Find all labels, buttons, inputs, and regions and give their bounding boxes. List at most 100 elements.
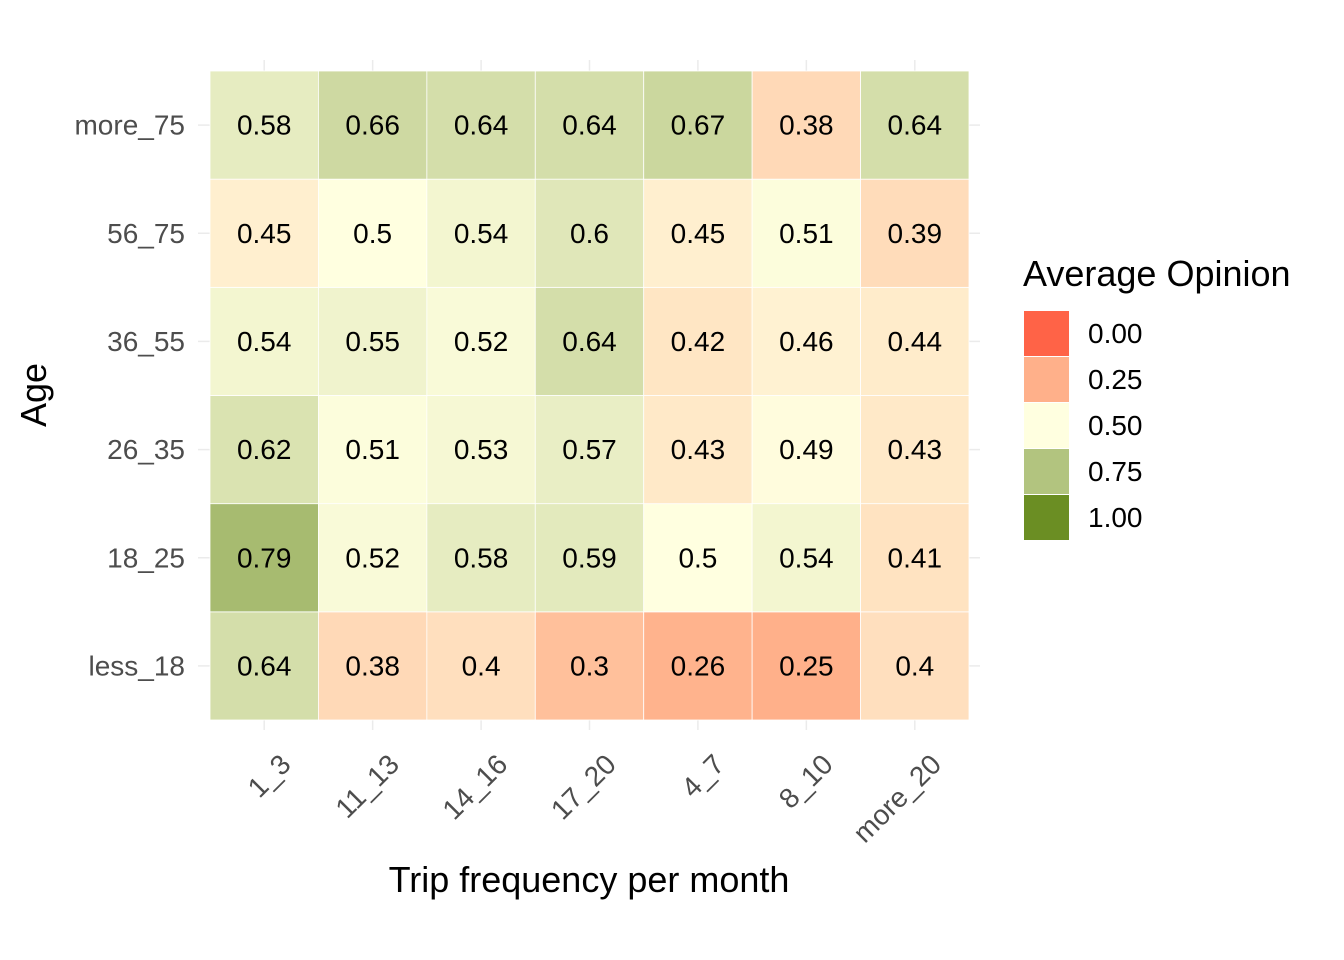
legend: Average Opinion 0.00 0.25 0.50 0.75 1.00 — [1023, 253, 1291, 540]
legend-items: 0.00 0.25 0.50 0.75 1.00 — [1024, 311, 1143, 540]
heatmap-cell — [318, 503, 428, 613]
heatmap-cell — [860, 178, 970, 288]
legend-label: 0.50 — [1088, 410, 1143, 441]
x-tick-label: more_20 — [847, 748, 947, 848]
cell-value-label: 0.43 — [888, 434, 943, 465]
y-tick-label: 26_35 — [107, 434, 185, 465]
heatmap-cell — [643, 611, 753, 721]
cell-value-label: 0.4 — [462, 650, 501, 681]
cell-value-label: 0.64 — [454, 110, 509, 141]
x-tick-label: 8_10 — [773, 748, 839, 814]
heatmap-cell — [209, 70, 319, 180]
cell-value-label: 0.52 — [345, 542, 400, 573]
cell-value-label: 0.44 — [888, 326, 943, 357]
cell-value-label: 0.49 — [779, 434, 834, 465]
heatmap-cell — [318, 70, 428, 180]
cell-value-label: 0.79 — [237, 542, 292, 573]
y-tick-label: less_18 — [88, 650, 185, 681]
heatmap-cell — [643, 70, 753, 180]
legend-key — [1024, 495, 1069, 540]
cell-value-label: 0.64 — [888, 110, 943, 141]
cell-value-label: 0.51 — [779, 218, 834, 249]
cell-value-label: 0.57 — [562, 434, 617, 465]
heatmap-cells — [209, 70, 970, 721]
cell-value-label: 0.67 — [671, 110, 726, 141]
heatmap-cell — [426, 70, 536, 180]
cell-value-label: 0.58 — [454, 542, 509, 573]
x-tick-label: 14_16 — [436, 748, 513, 825]
heatmap-cell — [860, 70, 970, 180]
cell-value-label: 0.62 — [237, 434, 292, 465]
cell-value-labels: 0.64 0.38 0.4 0.3 0.26 0.25 0.4 0.79 0.52 0.58 0.5… — [237, 110, 942, 682]
cell-value-label: 0.42 — [671, 326, 726, 357]
cell-value-label: 0.64 — [237, 650, 292, 681]
cell-value-label: 0.41 — [888, 542, 943, 573]
legend-label: 0.00 — [1088, 318, 1143, 349]
heatmap-cell — [209, 395, 319, 505]
cell-value-label: 0.3 — [570, 650, 609, 681]
cell-value-label: 0.52 — [454, 326, 509, 357]
heatmap-cell — [426, 503, 536, 613]
cell-value-label: 0.26 — [671, 650, 726, 681]
y-tick-label: 36_55 — [107, 326, 185, 357]
heatmap-cell — [860, 611, 970, 721]
cell-value-label: 0.38 — [779, 110, 834, 141]
heatmap-cell — [860, 395, 970, 505]
cell-value-label: 0.58 — [237, 110, 292, 141]
heatmap-cell — [209, 286, 319, 396]
cell-value-label: 0.54 — [454, 218, 509, 249]
heatmap-cell — [643, 286, 753, 396]
cell-value-label: 0.64 — [562, 110, 617, 141]
cell-value-label: 0.38 — [345, 650, 400, 681]
cell-value-label: 0.39 — [888, 218, 943, 249]
cell-value-label: 0.4 — [895, 650, 934, 681]
cell-value-label: 0.43 — [671, 434, 726, 465]
cell-value-label: 0.59 — [562, 542, 617, 573]
heatmap-cell — [643, 503, 753, 613]
cell-value-label: 0.54 — [779, 542, 834, 573]
cell-value-label: 0.64 — [562, 326, 617, 357]
heatmap-cell — [534, 286, 645, 396]
legend-label: 0.75 — [1088, 456, 1143, 487]
heatmap-cell — [534, 70, 645, 180]
x-axis-ticks: 1_3 11_13 14_16 17_20 4_7 8_10 more_20 — [242, 748, 948, 848]
heatmap-cell — [860, 503, 970, 613]
legend-title: Average Opinion — [1023, 253, 1291, 294]
x-tick-label: 17_20 — [545, 748, 622, 825]
x-axis-title: Trip frequency per month — [389, 859, 790, 900]
heatmap-cell — [643, 178, 753, 288]
cell-value-label: 0.5 — [678, 542, 717, 573]
cell-value-label: 0.54 — [237, 326, 292, 357]
heatmap-cell — [751, 395, 861, 505]
cell-value-label: 0.66 — [345, 110, 400, 141]
y-tick-label: more_75 — [74, 110, 185, 141]
heatmap-cell — [534, 178, 645, 288]
heatmap-cell — [426, 395, 536, 505]
heatmap-cell — [860, 286, 970, 396]
heatmap-cell — [209, 611, 319, 721]
heatmap-cell — [751, 178, 861, 288]
legend-key — [1024, 449, 1069, 494]
y-tick-label: 56_75 — [107, 218, 185, 249]
heatmap-cell — [318, 611, 428, 721]
cell-value-label: 0.45 — [237, 218, 292, 249]
cell-value-label: 0.45 — [671, 218, 726, 249]
cell-value-label: 0.6 — [570, 218, 609, 249]
cell-value-label: 0.55 — [345, 326, 400, 357]
x-tick-label: 11_13 — [330, 748, 406, 824]
heatmap-cell — [534, 395, 645, 505]
cell-value-label: 0.25 — [779, 650, 834, 681]
legend-key — [1024, 311, 1069, 356]
x-tick-label: 1_3 — [242, 748, 297, 803]
heatmap-cell — [318, 395, 428, 505]
cell-value-label: 0.5 — [353, 218, 392, 249]
y-axis-ticks: less_18 18_25 26_35 36_55 56_75 more_75 — [74, 110, 185, 682]
legend-key — [1024, 357, 1069, 402]
heatmap-cell — [751, 611, 861, 721]
x-tick-label: 4_7 — [675, 748, 730, 803]
cell-value-label: 0.46 — [779, 326, 834, 357]
legend-label: 1.00 — [1088, 502, 1143, 533]
heatmap-cell — [426, 286, 536, 396]
y-axis-title: Age — [13, 363, 54, 427]
